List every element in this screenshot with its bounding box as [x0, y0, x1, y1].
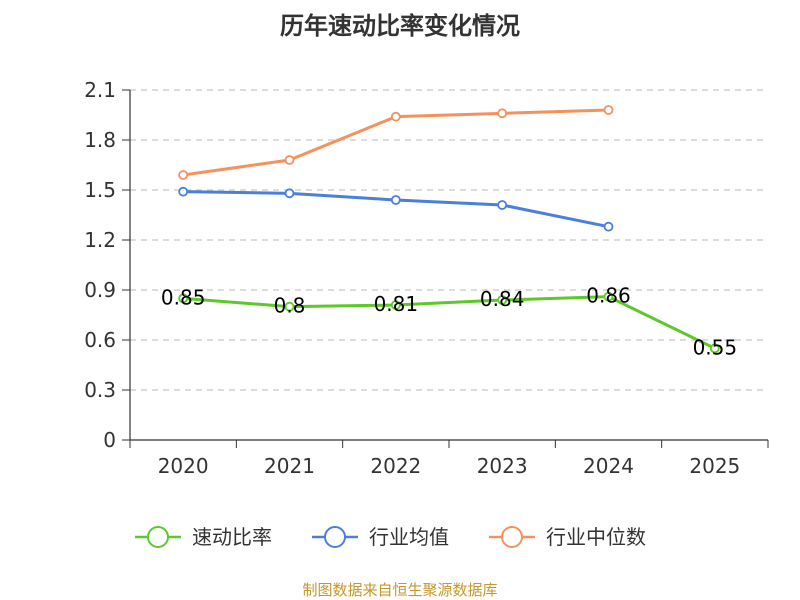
x-tick-label: 2020	[158, 454, 209, 478]
series-2-point[interactable]	[390, 111, 401, 122]
legend[interactable]: 速动比率 行业均值 行业中位数	[135, 525, 646, 549]
series-group: 0.85 0.8 0.81 0.84 0.86 0.55	[161, 105, 738, 359]
series-0-data-label: 0.86	[586, 284, 631, 308]
chart-title: 历年速动比率变化情况	[280, 12, 520, 40]
y-axis: 0 0.3 0.6 0.9 1.2 1.5 1.8 2.1	[84, 78, 131, 452]
y-tick-label: 0	[103, 428, 116, 452]
series-0-point[interactable]	[284, 301, 295, 312]
series-1-point[interactable]	[497, 200, 508, 210]
series-2-point[interactable]	[178, 170, 189, 180]
legend-label: 行业均值	[369, 525, 449, 549]
series-0-data-label: 0.8	[274, 294, 306, 318]
legend-label: 行业中位数	[546, 525, 646, 549]
y-tick-label: 0.3	[84, 378, 116, 402]
legend-label: 速动比率	[192, 525, 272, 549]
series-2-point[interactable]	[497, 108, 508, 119]
series-1-point[interactable]	[603, 221, 614, 232]
series-0-line	[183, 295, 716, 350]
y-tick-label: 1.5	[84, 178, 116, 202]
x-tick-label: 2024	[583, 454, 634, 478]
series-0-point[interactable]	[709, 343, 720, 354]
legend-item-1[interactable]: 行业均值	[312, 525, 449, 549]
series-0-data-label: 0.81	[374, 292, 419, 316]
series-0-data-label: 0.84	[480, 287, 525, 311]
y-tick-label: 0.6	[84, 328, 116, 352]
x-tick-label: 2021	[264, 454, 315, 478]
series-1-point[interactable]	[178, 186, 189, 197]
series-0-point[interactable]	[390, 300, 401, 310]
series-0-data-label: 0.55	[693, 335, 738, 359]
x-tick-label: 2025	[689, 454, 740, 478]
x-tick-label: 2023	[477, 454, 528, 478]
y-tick-label: 1.8	[84, 128, 116, 152]
legend-item-0[interactable]: 速动比率	[135, 525, 272, 549]
y-tick-label: 2.1	[84, 78, 116, 102]
source-note: 制图数据来自恒生聚源数据库	[302, 581, 497, 599]
series-0-point[interactable]	[178, 293, 189, 304]
series-1-point[interactable]	[284, 188, 295, 199]
y-tick-label: 1.2	[84, 228, 116, 252]
y-tick-label: 0.9	[84, 278, 116, 302]
series-0-point[interactable]	[603, 291, 614, 302]
legend-marker	[147, 526, 169, 548]
legend-item-2[interactable]: 行业中位数	[489, 525, 646, 549]
series-2-point[interactable]	[284, 155, 295, 165]
grid-lines	[130, 89, 768, 391]
legend-marker	[324, 526, 346, 548]
series-0-point[interactable]	[497, 295, 508, 305]
series-0-data-label: 0.85	[161, 285, 206, 309]
series-2-point[interactable]	[603, 105, 614, 115]
series-1-point[interactable]	[390, 195, 401, 205]
x-tick-label: 2022	[370, 454, 421, 478]
x-axis: 2020 2021 2022 2023 2024 2025	[129, 439, 769, 478]
legend-marker	[501, 526, 523, 548]
